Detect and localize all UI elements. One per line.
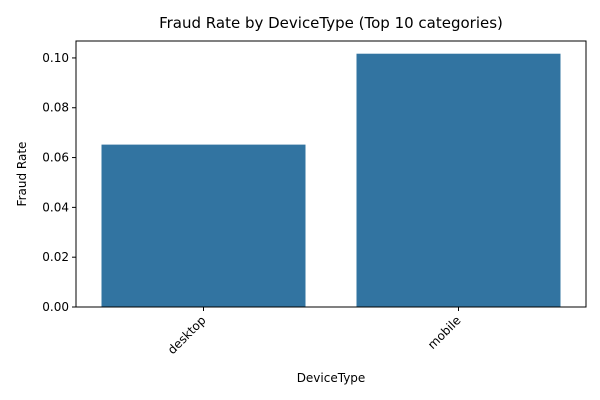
- y-axis-label: Fraud Rate: [15, 142, 29, 207]
- y-tick-label: 0.00: [42, 300, 69, 314]
- x-axis-label: DeviceType: [297, 371, 366, 385]
- chart-title: Fraud Rate by DeviceType (Top 10 categor…: [159, 14, 503, 32]
- y-tick-label: 0.04: [42, 200, 69, 214]
- x-tick-label: desktop: [165, 313, 209, 357]
- y-tick-label: 0.08: [42, 101, 69, 115]
- plot-frame: [75, 40, 587, 308]
- y-tick-label: 0.10: [42, 51, 69, 65]
- bar-mobile: [356, 53, 561, 308]
- x-tick-label: mobile: [425, 313, 464, 352]
- y-tick-label: 0.02: [42, 250, 69, 264]
- bar-desktop: [101, 144, 306, 307]
- y-tick-label: 0.06: [42, 151, 69, 165]
